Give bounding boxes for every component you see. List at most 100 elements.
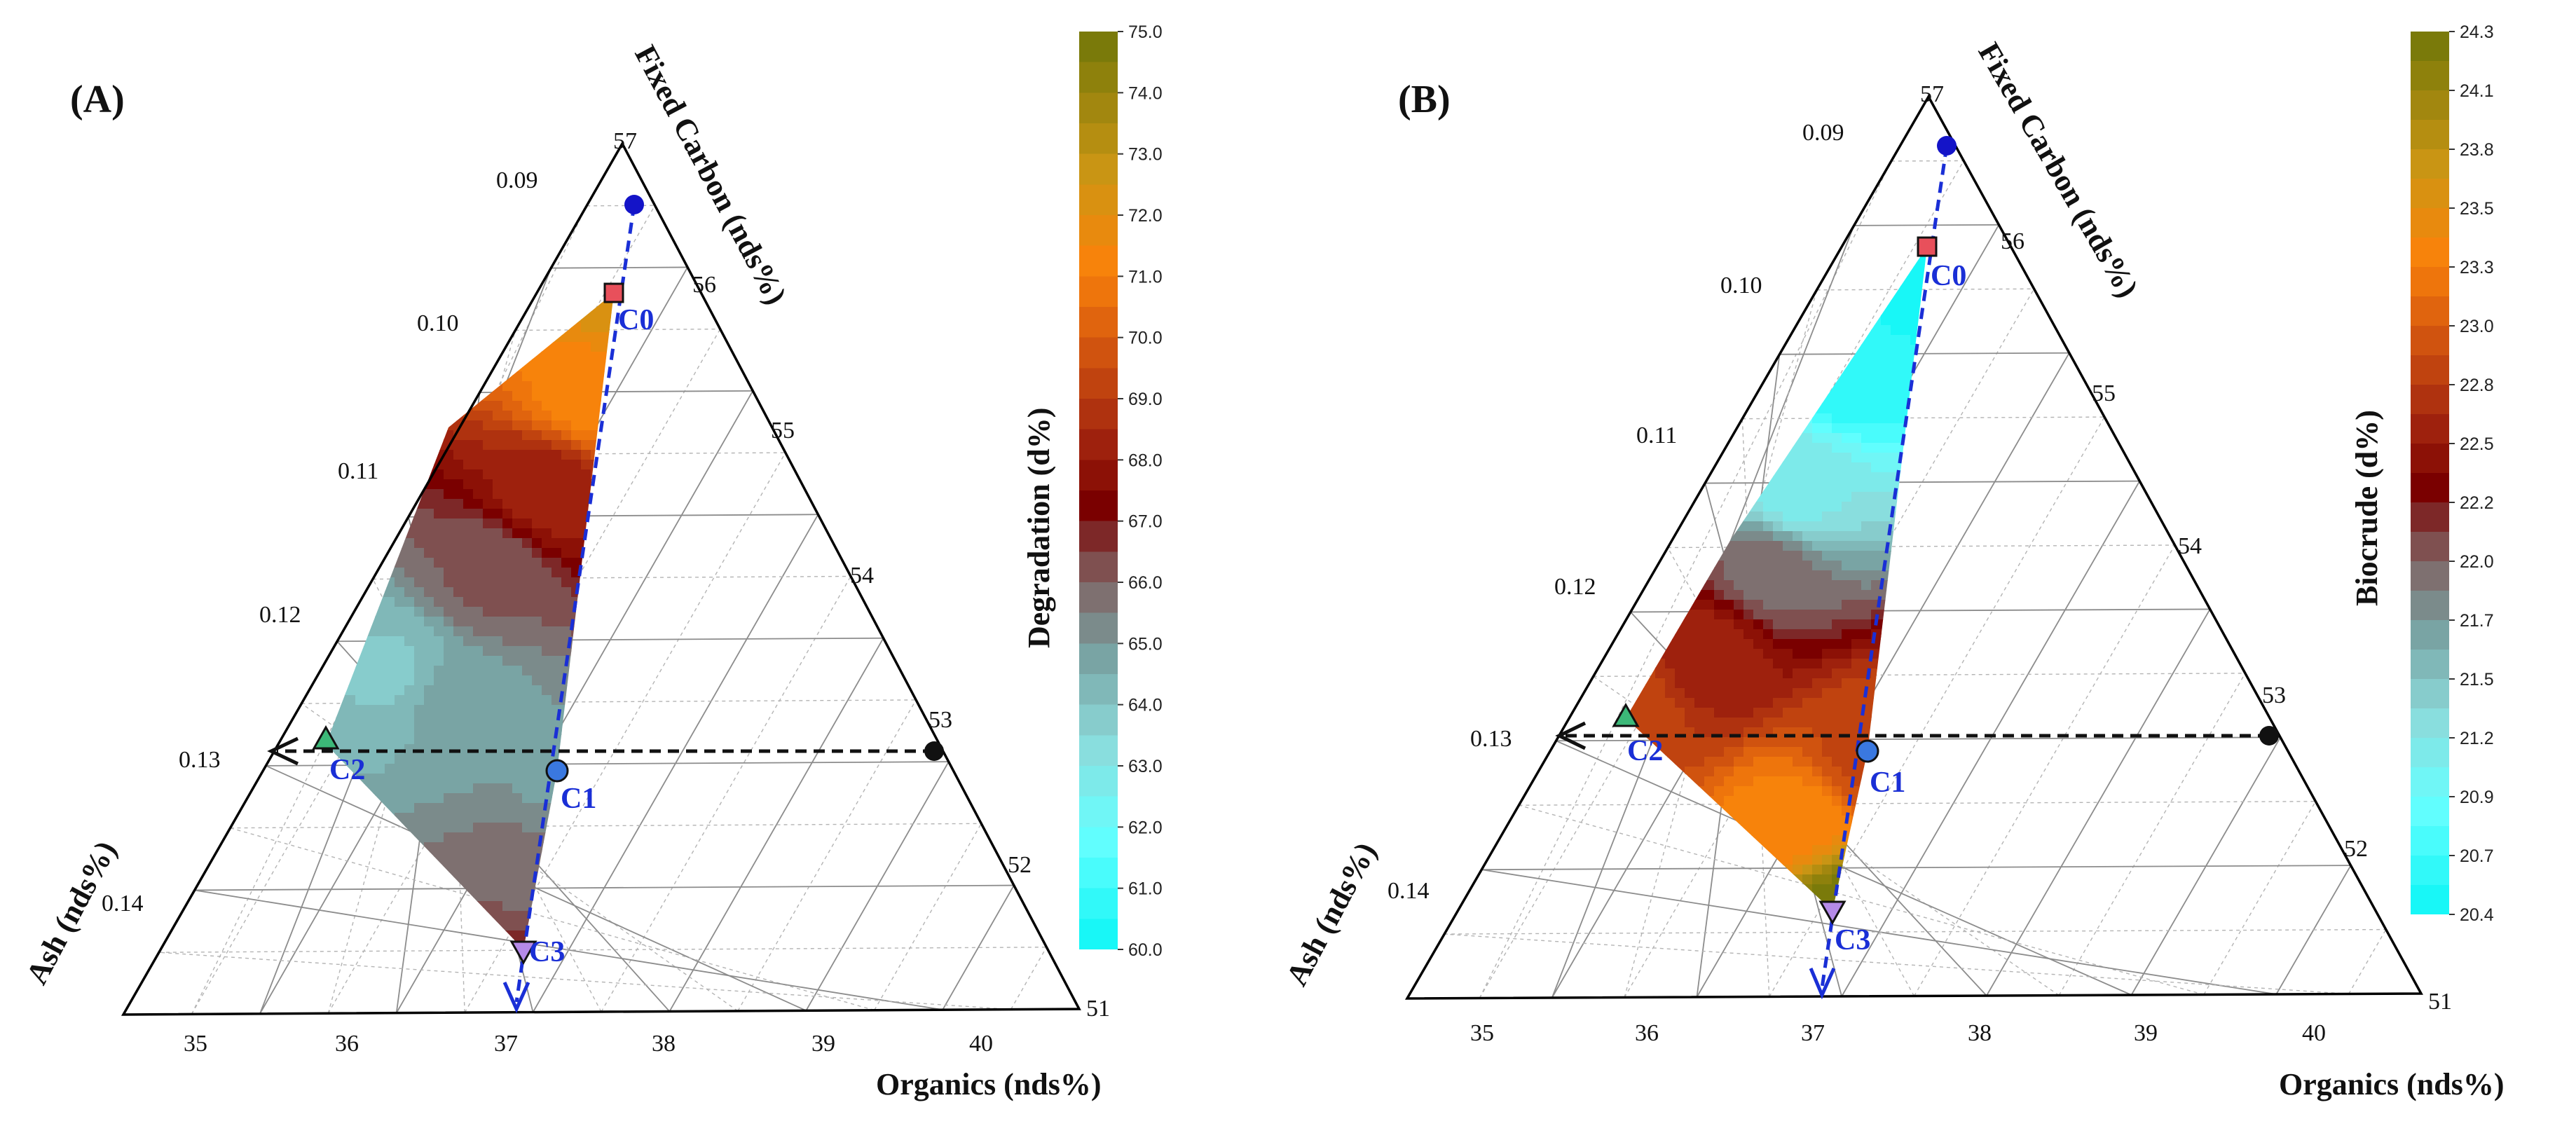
panel-a-contour-cell xyxy=(483,568,493,578)
panel-b-contour-cell xyxy=(1714,247,1725,257)
panel-a-contour-cell xyxy=(581,940,591,949)
panel-a-contour-cell xyxy=(532,401,542,411)
panel-a-contour-cell xyxy=(610,715,614,725)
panel-a-contour-cell xyxy=(434,734,444,745)
panel-a-contour-cell xyxy=(512,813,523,823)
panel-b-contour-cell xyxy=(1763,659,1774,669)
panel-b-contour-cell xyxy=(1802,668,1813,679)
panel-b-contour-cell xyxy=(1812,855,1823,865)
panel-b-contour-cell xyxy=(1812,443,1823,453)
panel-b-contour-cell xyxy=(1832,590,1842,600)
panel-b-contour-cell xyxy=(1763,482,1774,493)
panel-a-contour-cell xyxy=(395,832,405,843)
panel-b-contour-cell xyxy=(1920,747,1927,757)
panel-b-contour-cell xyxy=(1881,374,1891,385)
panel-b-contour-cell xyxy=(1655,855,1666,865)
panel-a-contour-cell xyxy=(610,675,614,686)
panel-a-contour-cell xyxy=(375,774,385,784)
panel-b-contour-cell xyxy=(1881,462,1891,473)
panel-a-contour-cell xyxy=(522,764,533,774)
panel-a-contour-cell xyxy=(395,489,405,500)
panel-a-contour-cell xyxy=(610,832,614,843)
panel-b-contour-cell xyxy=(1861,335,1872,345)
panel-a-contour-cell xyxy=(345,440,356,451)
panel-b-contour-cell xyxy=(1626,247,1636,257)
panel-a-contour-cell xyxy=(502,626,513,637)
panel-a-contour-cell xyxy=(493,519,503,529)
panel-b-contour-cell xyxy=(1734,865,1744,875)
panel-b-contour-cell xyxy=(1724,845,1734,856)
panel-b-contour-cell xyxy=(1783,482,1793,493)
panel-b-contour-cell xyxy=(1685,433,1695,444)
panel-a-contour-cell xyxy=(532,342,542,352)
panel-a-contour-cell xyxy=(365,725,376,735)
panel-a-contour-cell xyxy=(434,469,444,480)
panel-a-contour-cell xyxy=(326,420,336,431)
panel-a-contour-cell xyxy=(375,666,385,676)
panel-b-contour-cell xyxy=(1773,561,1783,571)
panel-a-contour-cell xyxy=(532,597,542,607)
panel-a-bottom-tick-39: 39 xyxy=(811,1031,835,1057)
panel-a-contour-cell xyxy=(571,450,582,460)
panel-b-contour-cell xyxy=(1773,806,1783,816)
panel-b-contour-cell xyxy=(1645,462,1656,473)
panel-b-contour-cell xyxy=(1704,384,1715,394)
panel-a-colorbar-tick-label: 70.0 xyxy=(1128,329,1163,348)
panel-a-contour-cell xyxy=(571,734,582,745)
panel-b-contour-cell xyxy=(1665,590,1676,600)
panel-b-contour-cell xyxy=(1734,855,1744,865)
panel-b-contour-cell xyxy=(1851,698,1862,708)
panel-a-contour-cell xyxy=(591,617,601,627)
panel-b-contour-cell xyxy=(1851,816,1862,826)
panel-a-contour-cell xyxy=(463,646,474,657)
panel-a-contour-cell xyxy=(601,538,611,549)
panel-b-contour-cell xyxy=(1861,531,1872,542)
panel-a-contour-cell xyxy=(571,499,582,509)
panel-b-bottom-tick-36: 36 xyxy=(1635,1020,1659,1046)
panel-a-contour-cell xyxy=(395,675,405,686)
panel-a-contour-cell xyxy=(532,715,542,725)
panel-b-contour-cell xyxy=(1704,698,1715,708)
panel-a-contour-cell xyxy=(473,293,484,303)
panel-b-contour-cell xyxy=(1783,453,1793,463)
panel-b-contour-cell xyxy=(1773,600,1783,610)
panel-b-contour-cell xyxy=(1694,590,1705,600)
panel-b-contour-cell xyxy=(1871,521,1882,532)
panel-b-contour-cell xyxy=(1685,570,1695,581)
panel-a-contour-cell xyxy=(522,626,533,637)
panel-a-contour-cell xyxy=(336,646,346,657)
panel-b-contour-cell xyxy=(1655,384,1666,394)
panel-a-contour-cell xyxy=(571,391,582,401)
panel-a-contour-cell xyxy=(581,695,591,706)
panel-a-contour-cell xyxy=(365,420,376,431)
panel-a-contour-cell xyxy=(493,538,503,549)
panel-a-contour-cell xyxy=(483,489,493,500)
panel-b-contour-cell xyxy=(1636,639,1646,650)
panel-a-contour-cell xyxy=(532,489,542,500)
panel-b-contour-cell xyxy=(1891,247,1901,257)
panel-a-contour-cell xyxy=(404,901,415,912)
panel-a-contour-cell xyxy=(581,371,591,382)
panel-a-contour-cell xyxy=(453,538,464,549)
panel-b-contour-cell xyxy=(1694,816,1705,826)
panel-b-contour-cell xyxy=(1783,305,1793,316)
panel-a-contour-cell xyxy=(453,519,464,529)
panel-b-contour-cell xyxy=(1665,698,1676,708)
panel-a-contour-cell xyxy=(571,636,582,647)
panel-a-contour-cell xyxy=(493,430,503,441)
panel-a-contour-cell xyxy=(424,519,434,529)
panel-a-contour-cell xyxy=(444,411,454,421)
panel-a-contour-cell xyxy=(473,852,484,863)
panel-a-contour-cell xyxy=(453,842,464,853)
panel-b-contour-cell xyxy=(1685,453,1695,463)
panel-a-contour-cell xyxy=(345,362,356,372)
panel-a-contour-cell xyxy=(395,509,405,519)
panel-a-contour-cell xyxy=(424,705,434,715)
panel-a-contour-cell xyxy=(532,460,542,470)
panel-a-contour-cell xyxy=(483,774,493,784)
panel-a-contour-cell xyxy=(365,538,376,549)
panel-a-contour-cell xyxy=(483,303,493,313)
panel-a-contour-cell xyxy=(493,313,503,323)
panel-a-contour-cell xyxy=(395,793,405,804)
panel-a-contour-cell xyxy=(424,391,434,401)
